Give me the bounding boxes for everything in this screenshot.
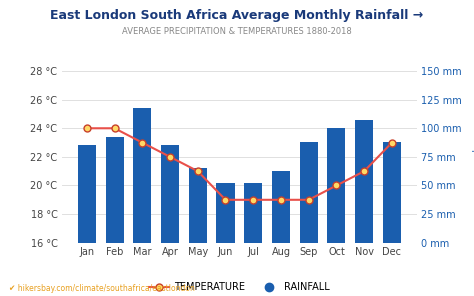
Bar [300,142,318,243]
Bar [272,170,290,243]
Legend: TEMPERATURE, RAINFALL: TEMPERATURE, RAINFALL [146,279,333,296]
Bar [328,128,346,243]
Y-axis label: Precipitation: Precipitation [470,128,474,185]
Bar [383,142,401,243]
Bar [133,108,151,243]
Text: AVERAGE PRECIPITATION & TEMPERATURES 1880-2018: AVERAGE PRECIPITATION & TEMPERATURES 188… [122,27,352,36]
Bar [106,137,124,243]
Bar [189,168,207,243]
Bar [78,145,96,243]
Bar [244,183,262,243]
Text: ✔ hikersbay.com/climate/southafrica/eastlondon: ✔ hikersbay.com/climate/southafrica/east… [9,284,195,293]
Bar [355,120,373,243]
Bar [161,145,179,243]
Bar [217,183,235,243]
Text: East London South Africa Average Monthly Rainfall →: East London South Africa Average Monthly… [50,9,424,22]
